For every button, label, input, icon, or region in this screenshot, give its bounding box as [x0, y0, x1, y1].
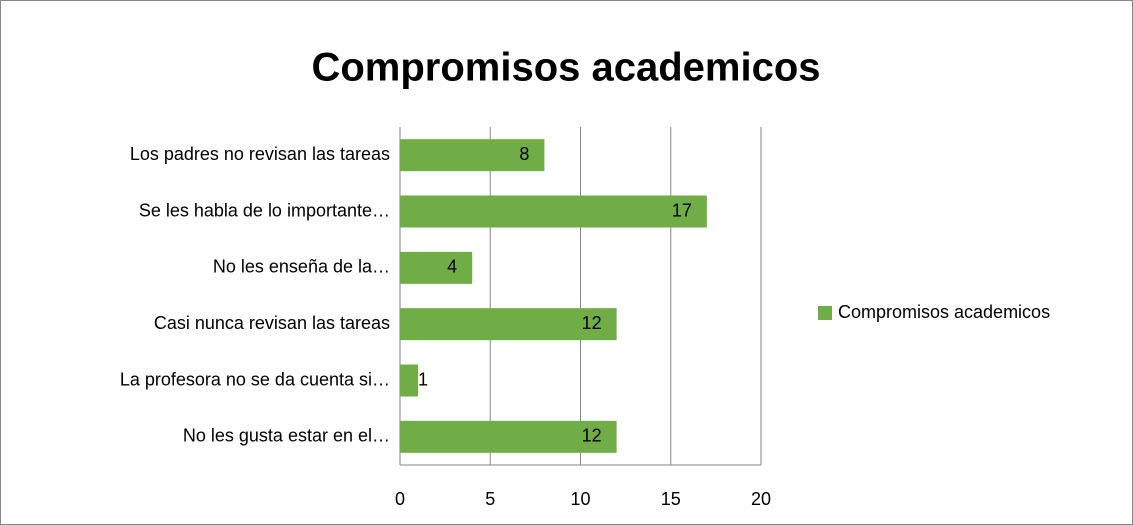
data-label: 12 [582, 426, 602, 446]
bar [400, 251, 473, 284]
y-tick-label: Se les habla de lo importante… [139, 200, 390, 220]
bar [400, 364, 419, 397]
bar [400, 195, 707, 228]
data-label: 4 [447, 257, 457, 277]
data-label: 1 [418, 369, 428, 389]
chart-title: Compromisos academicos [311, 46, 820, 90]
data-label: 17 [672, 200, 692, 220]
x-tick-label: 15 [661, 489, 681, 509]
x-tick-label: 20 [751, 489, 771, 509]
y-tick-label: No les gusta estar en el… [183, 426, 390, 446]
y-tick-label: Casi nunca revisan las tareas [154, 313, 390, 333]
x-tick-label: 10 [570, 489, 590, 509]
y-tick-label: La profesora no se da cuenta si… [120, 369, 390, 389]
bar [400, 308, 617, 341]
legend-swatch [818, 306, 832, 320]
y-tick-label: Los padres no revisan las tareas [130, 144, 390, 164]
legend-label: Compromisos academicos [838, 302, 1050, 322]
x-tick-label: 5 [485, 489, 495, 509]
bar [400, 139, 545, 172]
bar [400, 420, 617, 453]
data-label: 8 [519, 144, 529, 164]
data-label: 12 [582, 313, 602, 333]
y-tick-label: No les enseña de la… [213, 257, 390, 277]
x-tick-label: 0 [395, 489, 405, 509]
